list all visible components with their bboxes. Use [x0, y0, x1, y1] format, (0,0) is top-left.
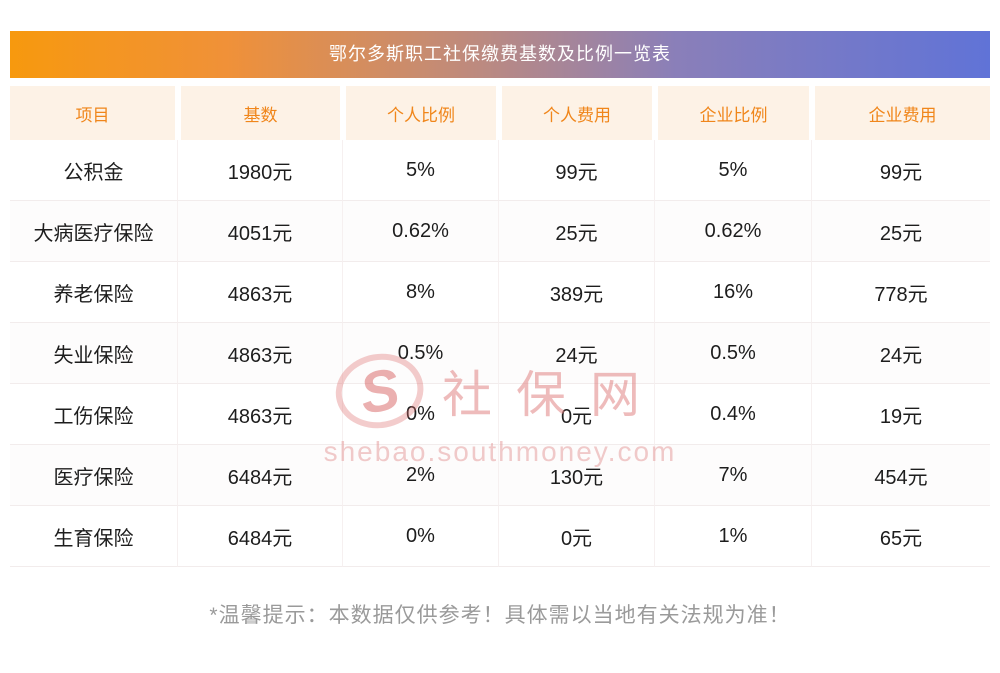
table-cell: 24元	[499, 323, 655, 384]
table-cell: 389元	[499, 262, 655, 323]
table-cell: 0.62%	[655, 201, 812, 262]
row-label: 公积金	[10, 140, 178, 201]
table-cell: 4863元	[178, 323, 343, 384]
table-cell: 0.4%	[655, 384, 812, 445]
row-label: 养老保险	[10, 262, 178, 323]
table-cell: 1%	[655, 506, 812, 567]
table-cell: 0元	[499, 384, 655, 445]
column-header-0: 项目	[10, 86, 178, 140]
header-row: 项目 基数 个人比例 个人费用 企业比例 企业费用	[10, 86, 990, 140]
table-cell: 8%	[343, 262, 499, 323]
table-cell: 4863元	[178, 262, 343, 323]
table-cell: 4863元	[178, 384, 343, 445]
table-wrap: 项目 基数 个人比例 个人费用 企业比例 企业费用 公积金 1980元 5% 99元 5% 99元大…	[10, 86, 990, 567]
table-cell: 6484元	[178, 445, 343, 506]
table-cell: 2%	[343, 445, 499, 506]
table-row: 医疗保险 6484元 2% 130元 7% 454元	[10, 445, 990, 506]
table-cell: 0元	[499, 506, 655, 567]
table-row: 公积金 1980元 5% 99元 5% 99元	[10, 140, 990, 201]
row-label: 医疗保险	[10, 445, 178, 506]
table-cell: 24元	[812, 323, 990, 384]
table-row: 养老保险 4863元 8% 389元 16% 778元	[10, 262, 990, 323]
table-cell: 25元	[812, 201, 990, 262]
row-label: 失业保险	[10, 323, 178, 384]
table-cell: 7%	[655, 445, 812, 506]
table-cell: 99元	[499, 140, 655, 201]
row-label: 工伤保险	[10, 384, 178, 445]
table-cell: 5%	[343, 140, 499, 201]
table-head: 项目 基数 个人比例 个人费用 企业比例 企业费用	[10, 86, 990, 140]
page-title: 鄂尔多斯职工社保缴费基数及比例一览表	[10, 31, 990, 78]
column-header-3: 个人费用	[499, 86, 655, 140]
table-cell: 454元	[812, 445, 990, 506]
table-cell: 0.5%	[343, 323, 499, 384]
table-cell: 99元	[812, 140, 990, 201]
column-header-1: 基数	[178, 86, 343, 140]
table-cell: 0.62%	[343, 201, 499, 262]
table-body: 公积金 1980元 5% 99元 5% 99元 大病医疗保险 4051元 0.62% 25元 0.6…	[10, 140, 990, 567]
table-cell: 65元	[812, 506, 990, 567]
table-cell: 778元	[812, 262, 990, 323]
column-header-5: 企业费用	[812, 86, 990, 140]
table-cell: 16%	[655, 262, 812, 323]
table-row: 失业保险 4863元 0.5% 24元 0.5% 24元	[10, 323, 990, 384]
table-cell: 130元	[499, 445, 655, 506]
social-insurance-table: 项目 基数 个人比例 个人费用 企业比例 企业费用 公积金 1980元 5% 99元 5% 99元大…	[10, 86, 990, 567]
table-cell: 0%	[343, 506, 499, 567]
table-cell: 25元	[499, 201, 655, 262]
table-row: 大病医疗保险 4051元 0.62% 25元 0.62% 25元	[10, 201, 990, 262]
table-cell: 0%	[343, 384, 499, 445]
table-cell: 0.5%	[655, 323, 812, 384]
row-label: 大病医疗保险	[10, 201, 178, 262]
table-row: 生育保险 6484元 0% 0元 1% 65元	[10, 506, 990, 567]
table-cell: 5%	[655, 140, 812, 201]
footer-note: *温馨提示：本数据仅供参考！具体需以当地有关法规为准！	[209, 604, 791, 627]
table-cell: 1980元	[178, 140, 343, 201]
table-row: 工伤保险 4863元 0% 0元 0.4% 19元	[10, 384, 990, 445]
table-cell: 19元	[812, 384, 990, 445]
column-header-2: 个人比例	[343, 86, 499, 140]
column-header-4: 企业比例	[655, 86, 812, 140]
table-cell: 6484元	[178, 506, 343, 567]
row-label: 生育保险	[10, 506, 178, 567]
table-cell: 4051元	[178, 201, 343, 262]
